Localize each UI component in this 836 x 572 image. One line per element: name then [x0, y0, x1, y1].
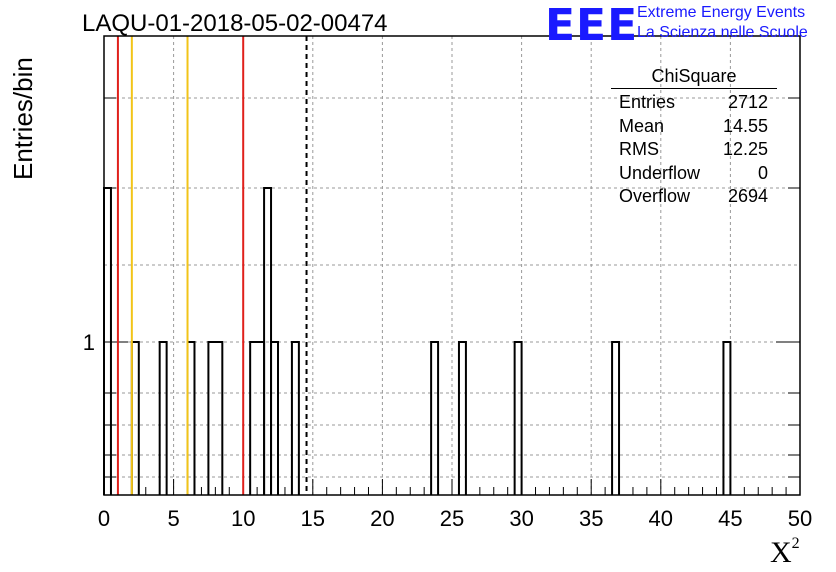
histogram-bar	[130, 341, 140, 495]
x-tick-label: 15	[301, 506, 325, 531]
plot-frame	[103, 35, 801, 496]
x-tick-label: 25	[440, 506, 464, 531]
histogram-bar	[722, 341, 732, 495]
stats-row-mean: Mean 14.55	[619, 115, 768, 136]
logo-line-1: Extreme Energy Events	[637, 4, 806, 21]
stats-row-overflow: Overflow 2694	[619, 186, 768, 206]
x-tick-label: 40	[649, 506, 673, 531]
histogram-bar	[513, 341, 523, 495]
histogram-bar	[430, 341, 440, 495]
histogram-bar	[457, 341, 467, 495]
histogram-bar	[611, 341, 621, 495]
tick-labels: 0 5 10 15 20 25 30 35 40 45 50 1	[83, 330, 812, 531]
stats-row-underflow: Underflow 0	[619, 162, 768, 183]
y-tick-label: 1	[83, 330, 95, 355]
stats-row-entries: Entries 2712	[619, 92, 768, 112]
logo-line-2: La Scienza nelle Scuole	[637, 24, 808, 41]
histogram-bar	[186, 341, 196, 495]
chart-title: LAQU-01-2018-05-02-00474	[82, 10, 388, 37]
histogram-bar	[249, 341, 266, 495]
histogram-bar	[207, 341, 224, 495]
x-tick-label: 30	[509, 506, 533, 531]
stats-box: ChiSquare Entries 2712 Mean 14.55 RMS 12.25…	[611, 66, 777, 209]
x-tick-label: 5	[167, 506, 179, 531]
histogram-bar	[270, 341, 279, 495]
x-tick-label: 50	[788, 506, 812, 531]
x-tick-label: 20	[370, 506, 394, 531]
y-axis-label: Entries/bin	[8, 57, 38, 180]
stats-title: ChiSquare	[611, 66, 777, 89]
stats-row-rms: RMS 12.25	[619, 139, 768, 159]
x-axis-label: X2	[770, 535, 800, 569]
logo-mark: EEE	[545, 0, 639, 51]
histogram-bar	[290, 341, 300, 495]
x-tick-label: 10	[231, 506, 255, 531]
x-tick-label: 45	[718, 506, 742, 531]
reference-lines	[116, 36, 308, 495]
x-tick-label: 35	[579, 506, 603, 531]
eee-logo: EEE Extreme Energy Events La Scienza nel…	[545, 0, 835, 51]
x-tick-label: 0	[98, 506, 110, 531]
histogram-bar	[158, 341, 168, 495]
